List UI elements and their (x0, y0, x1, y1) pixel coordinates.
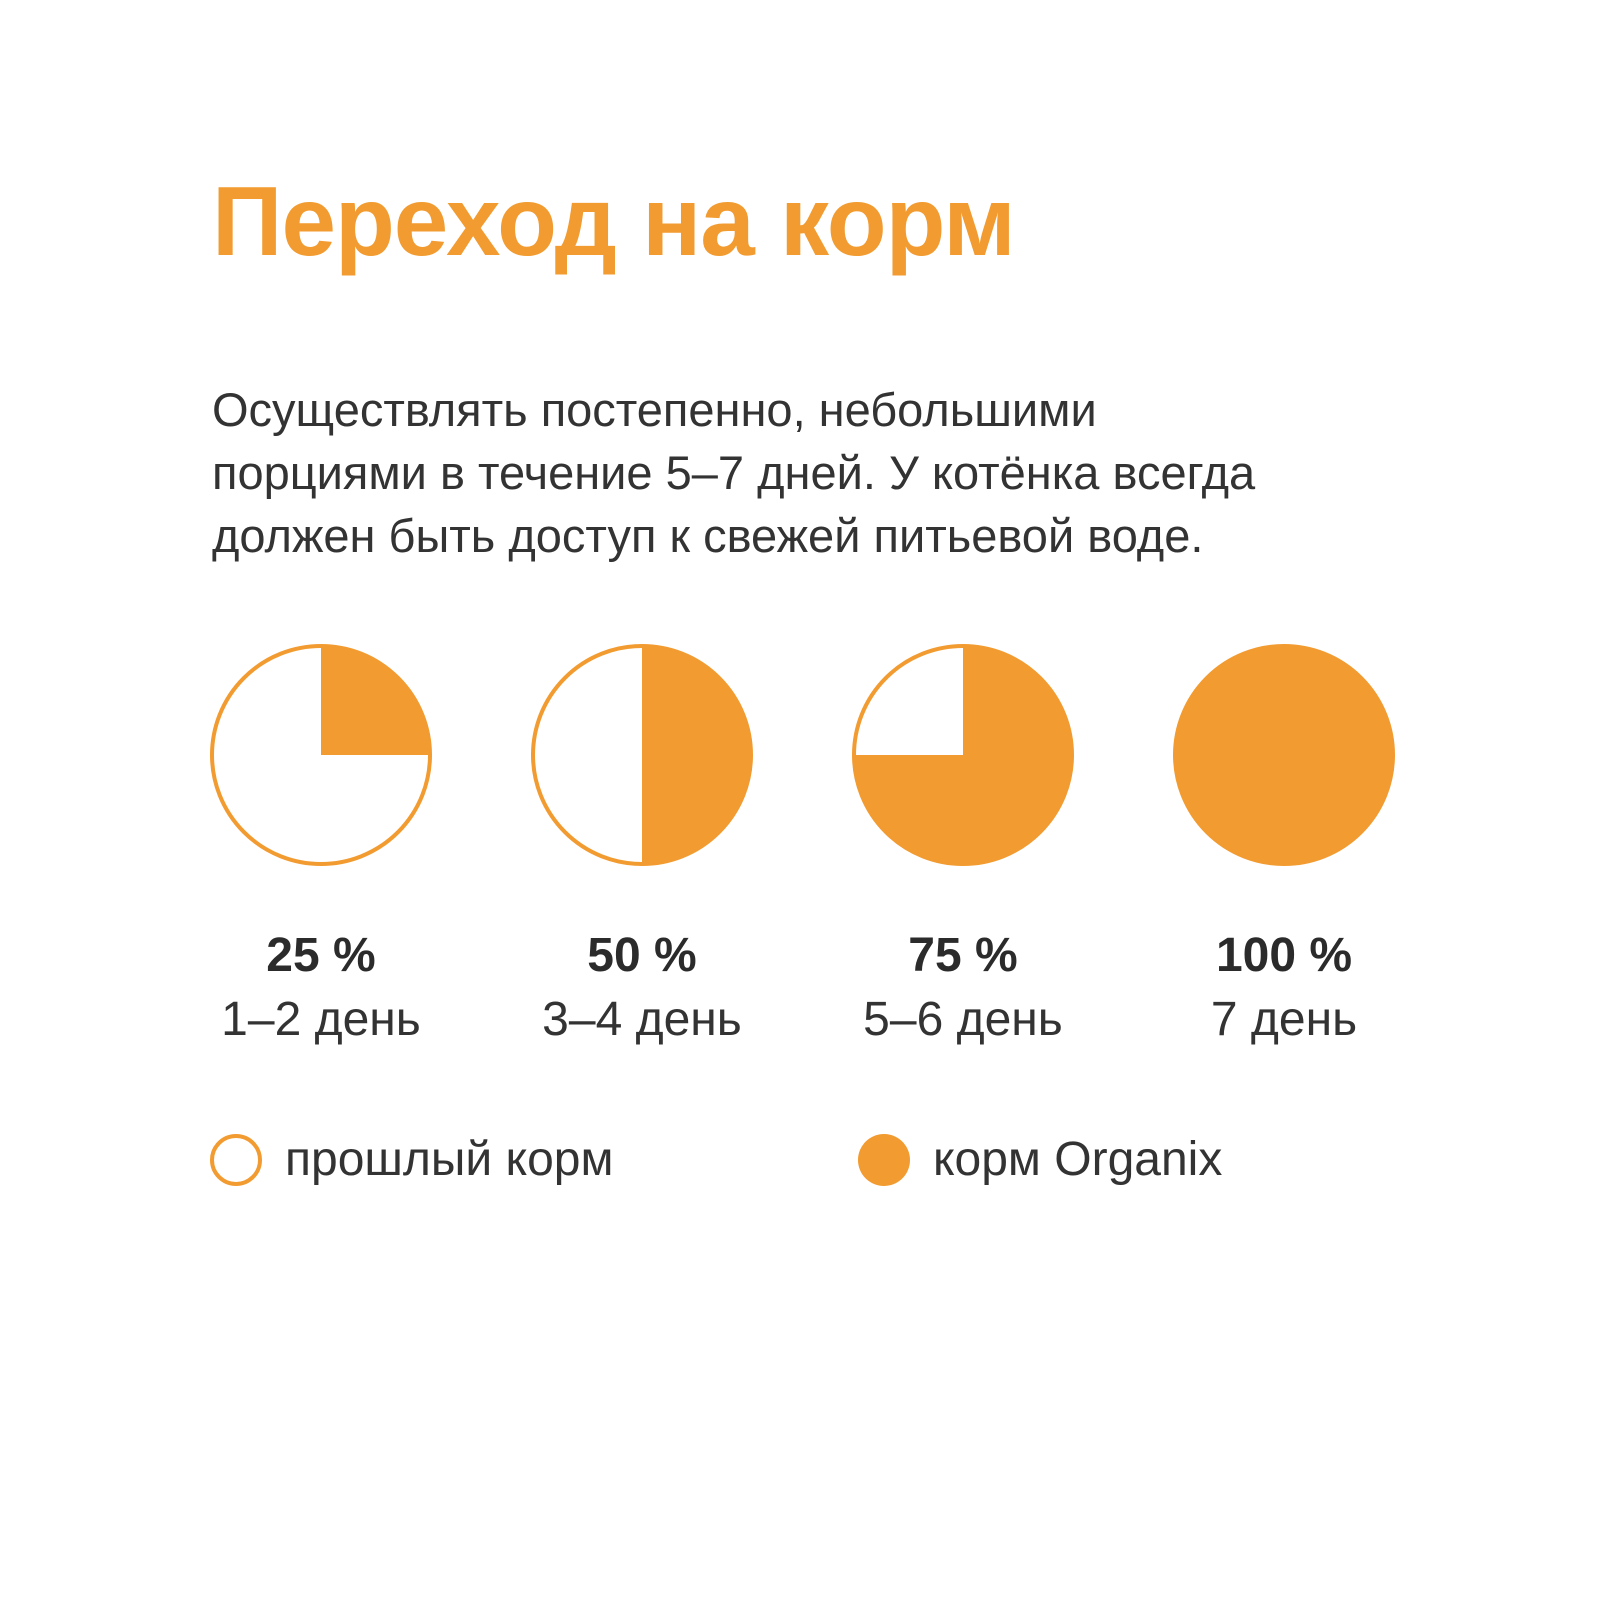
legend-item-organix: корм Organix (857, 1130, 1222, 1190)
description-line-2: порциями в течение 5–7 дней. У котёнка в… (212, 446, 1256, 499)
stage-day-3: 5–6 день (863, 993, 1063, 1046)
legend-label-old-food: прошлый корм (285, 1133, 614, 1186)
filled-circle-icon (858, 1134, 910, 1186)
stage-percent-4: 100 % (1215, 929, 1353, 982)
description-line-3: должен быть доступ к свежей питьевой вод… (212, 509, 1204, 562)
stage-pie-1 (210, 644, 432, 866)
description: Осуществлять постепенно, небольшими порц… (212, 378, 1472, 567)
legend-label-organix: корм Organix (933, 1133, 1223, 1186)
stage-day-1: 1–2 день (221, 993, 421, 1046)
stage-pie-2 (531, 644, 753, 866)
pie-organix-slice (1174, 646, 1393, 864)
description-line-1: Осуществлять постепенно, небольшими (212, 383, 1097, 436)
stage-day-2: 3–4 день (542, 993, 742, 1046)
page-title: Переход на корм (212, 166, 1016, 276)
pie-organix-slice (854, 646, 1072, 864)
pie-organix-slice (642, 646, 751, 864)
stage-pie-4 (1173, 644, 1395, 866)
legend-item-old-food: прошлый корм (209, 1130, 613, 1190)
stage-percent-2: 50 % (587, 929, 697, 982)
stage-percent-3: 75 % (908, 929, 1018, 982)
stage-pie-3 (852, 644, 1074, 866)
stage-percent-1: 25 % (266, 929, 376, 982)
transition-stages: 25 % 1–2 день 50 % 3–4 день 75 % 5–6 ден… (210, 644, 1395, 1046)
stage-day-4: 7 день (1210, 993, 1358, 1046)
pie-organix-slice (321, 646, 430, 755)
outline-circle-icon (210, 1134, 262, 1186)
